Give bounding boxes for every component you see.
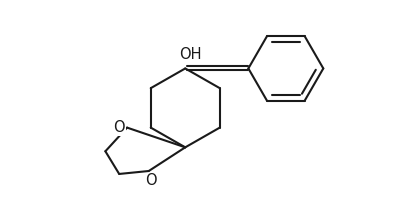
Text: O: O (113, 120, 125, 135)
Text: O: O (145, 173, 156, 188)
Text: OH: OH (179, 47, 201, 62)
